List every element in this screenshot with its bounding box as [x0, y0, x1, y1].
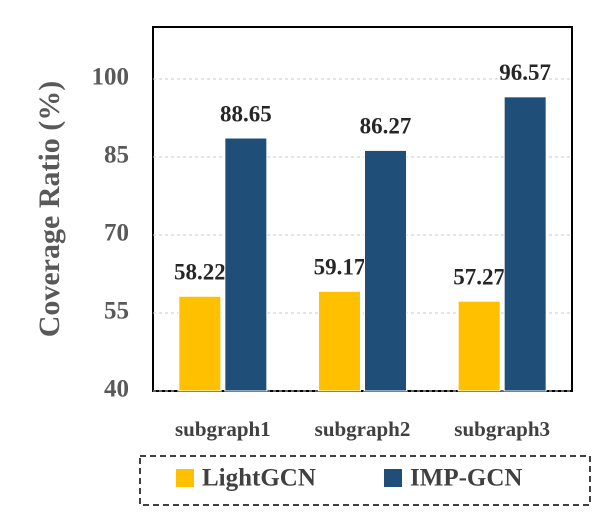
y-tick-label: 100 [92, 64, 130, 91]
plot-frame [152, 26, 573, 392]
data-label: 59.17 [314, 255, 366, 280]
data-label: 58.22 [174, 260, 226, 285]
x-tick-label: subgraph1 [175, 417, 271, 441]
data-label: 86.27 [360, 114, 412, 139]
data-label: 57.27 [453, 264, 505, 289]
bar [318, 290, 361, 392]
y-tick-label: 55 [104, 298, 129, 325]
bar [224, 137, 268, 392]
data-label: 96.57 [499, 60, 551, 85]
x-tick-label: subgraph2 [315, 417, 411, 441]
y-tick-label: 40 [104, 376, 129, 403]
bar [178, 295, 222, 392]
y-tick-label: 85 [104, 142, 129, 169]
bar [364, 149, 407, 392]
bar [457, 300, 501, 392]
y-tick-label: 70 [104, 220, 129, 247]
legend-swatch [384, 469, 402, 487]
legend-label: IMP-GCN [410, 465, 522, 492]
data-label: 88.65 [220, 101, 272, 126]
y-axis-label: Coverage Ratio (%) [33, 81, 66, 338]
x-tick-label: subgraph3 [454, 417, 550, 441]
legend-label: LightGCN [202, 465, 316, 492]
bar [503, 96, 547, 392]
legend-box [139, 455, 591, 506]
legend-swatch [176, 469, 194, 487]
